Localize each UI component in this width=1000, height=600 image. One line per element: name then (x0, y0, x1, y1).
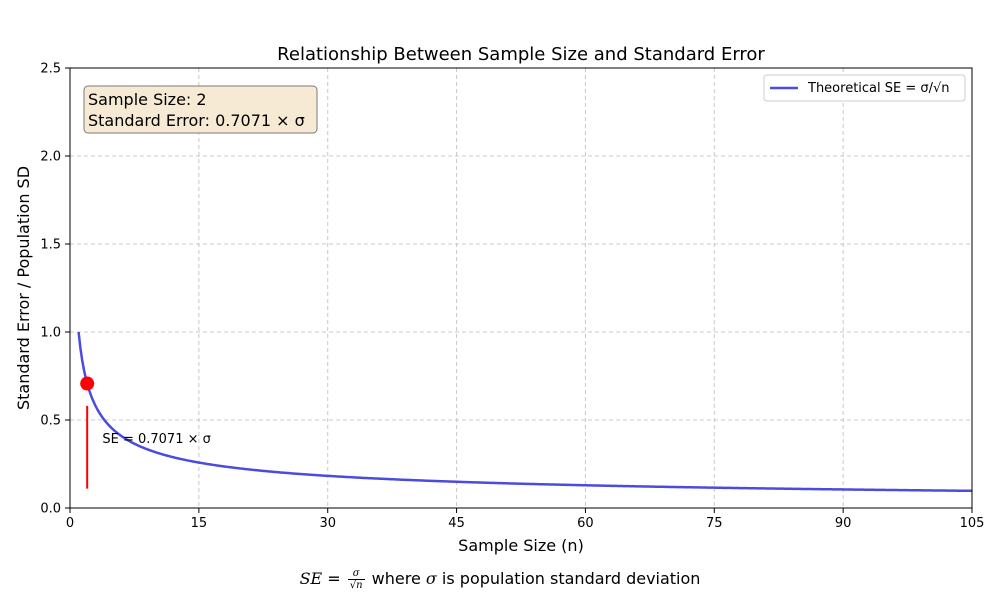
x-tick-label: 90 (835, 516, 852, 531)
x-tick-label: 45 (448, 516, 465, 531)
x-axis: 0 15 30 45 60 75 90 105 (66, 508, 985, 531)
x-tick-label: 30 (319, 516, 336, 531)
series-layer (77, 331, 973, 493)
legend-frame (763, 74, 966, 102)
x-tick-label: 60 (577, 516, 594, 531)
formula-where: where (366, 569, 426, 588)
formula-sigma: σ (425, 569, 437, 588)
formula-caption: SE = σ √n where σ is population standard … (0, 568, 1000, 591)
y-tick-label: 2.0 (40, 150, 61, 165)
formula-numerator: σ (347, 568, 365, 580)
y-axis-label: Standard Error / Population SD (14, 166, 33, 410)
highlight-point (80, 376, 95, 391)
info-box-standard-error: Standard Error: 0.7071 × σ (88, 111, 305, 130)
y-tick-label: 0.5 (40, 414, 61, 429)
formula-fraction: σ √n (347, 568, 365, 591)
y-tick-label: 1.5 (40, 238, 61, 253)
info-box: Sample Size: 2 Standard Error: 0.7071 × … (83, 85, 318, 134)
chart-title: Relationship Between Sample Size and Sta… (277, 44, 765, 65)
plot-frame (69, 67, 973, 509)
x-tick-label: 75 (706, 516, 723, 531)
se-annotation: SE = 0.7071 × σ (102, 432, 211, 447)
series-line (77, 331, 973, 493)
formula-lhs: SE (299, 569, 323, 588)
info-box-background (83, 85, 318, 134)
formula-description: is population standard deviation (436, 569, 701, 588)
y-tick-label: 0.0 (40, 502, 61, 517)
y-axis: 0.0 0.5 1.0 1.5 2.0 2.5 (40, 62, 70, 517)
x-tick-label: 0 (66, 516, 74, 531)
y-tick-label: 1.0 (40, 326, 61, 341)
legend-label: Theoretical SE = σ/√n (807, 81, 950, 96)
grid (70, 68, 972, 508)
info-box-sample-size: Sample Size: 2 (88, 90, 207, 109)
formula-denominator: √n (349, 580, 363, 591)
legend: Theoretical SE = σ/√n (763, 74, 966, 102)
y-tick-label: 2.5 (40, 62, 61, 77)
formula-equals: = (322, 569, 346, 588)
x-tick-label: 15 (191, 516, 208, 531)
x-tick-label: 105 (960, 516, 985, 531)
x-axis-label: Sample Size (n) (458, 536, 584, 555)
